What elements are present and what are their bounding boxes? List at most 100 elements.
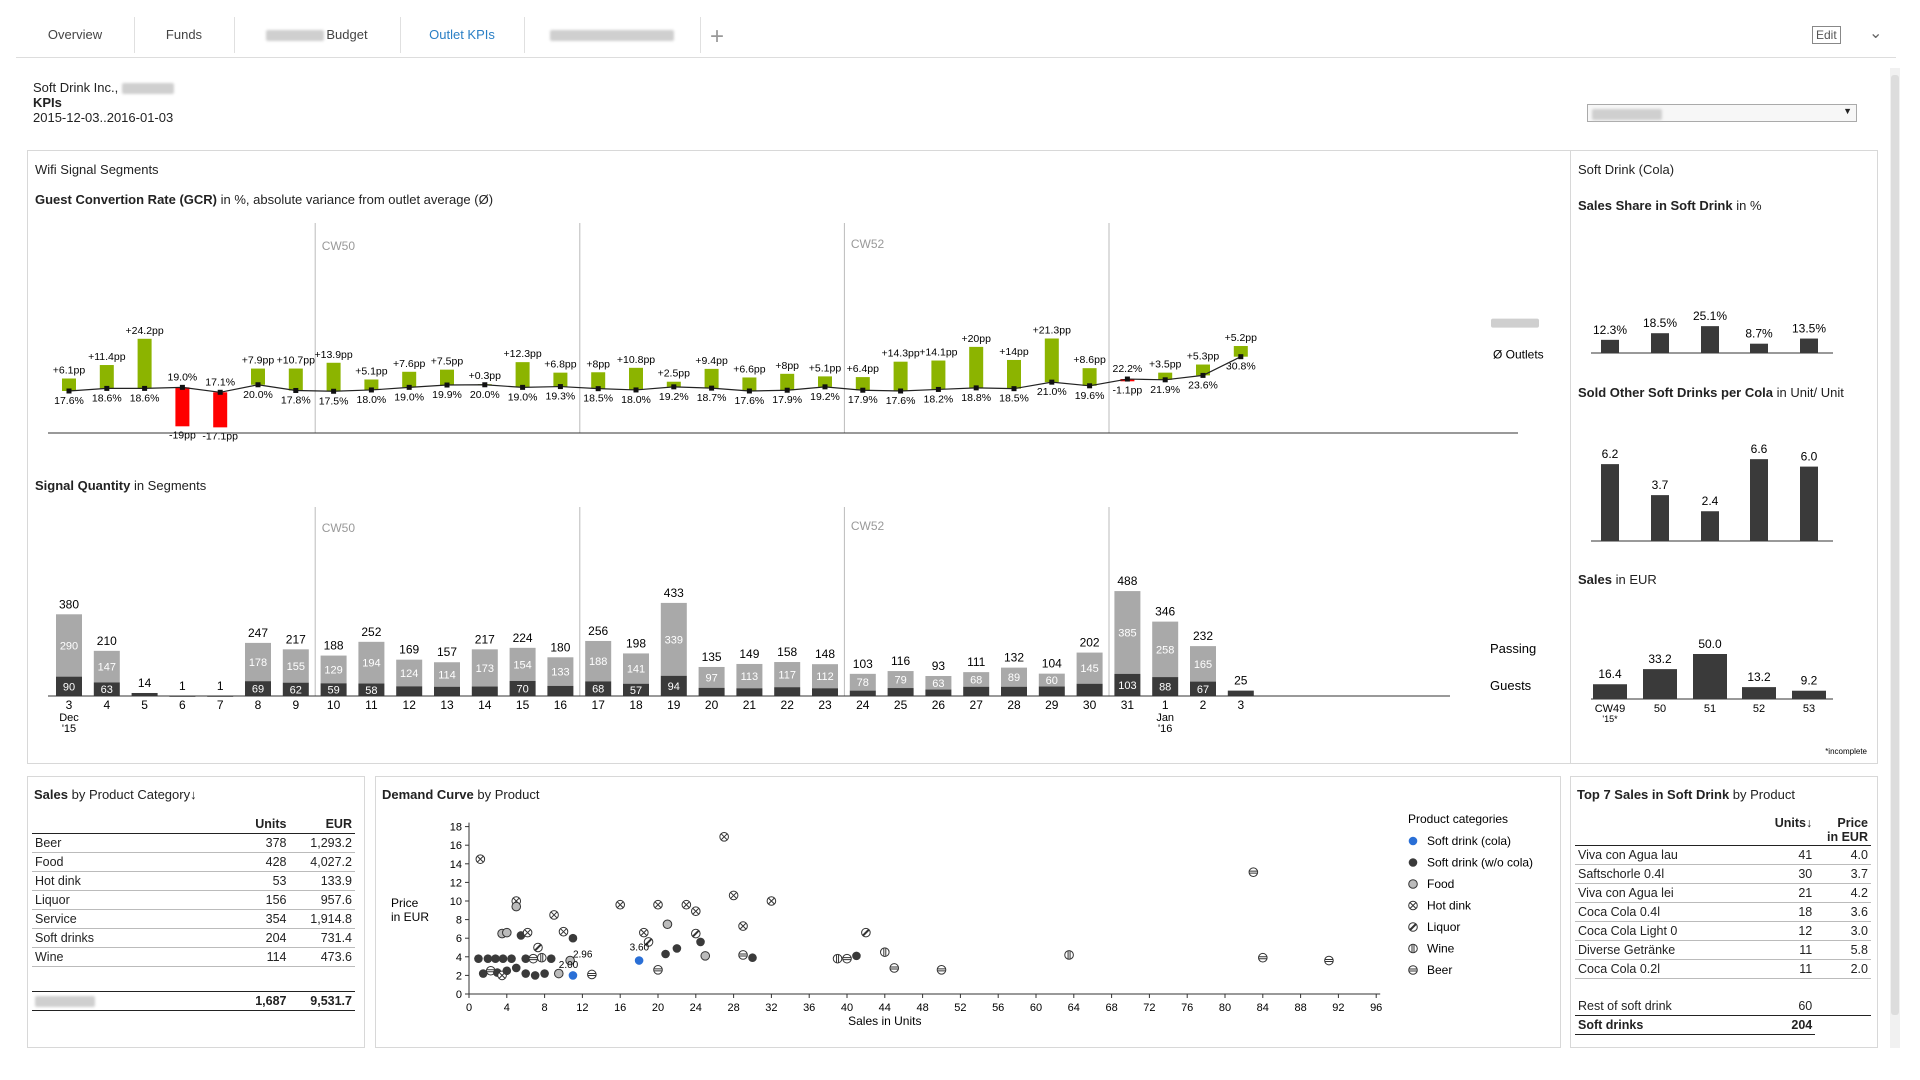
row-units: 428 — [234, 852, 290, 872]
demand-point — [587, 969, 597, 980]
guests-bar — [396, 686, 423, 696]
total-label: 135 — [702, 650, 722, 664]
date-range: 2015-12-03..2016-01-03 — [33, 110, 174, 125]
demand-point — [748, 953, 757, 963]
demand-point — [842, 953, 852, 964]
share-label: 8.7% — [1745, 327, 1773, 341]
day-label: 9 — [292, 698, 299, 712]
add-tab-icon[interactable]: + — [710, 23, 725, 50]
y-axis-label: in EUR — [391, 910, 429, 924]
month-label: Dec — [59, 712, 79, 724]
cw49-note: '15* — [1602, 714, 1618, 724]
week-label: CW50 — [322, 521, 356, 535]
report-title: KPIs — [33, 95, 62, 110]
gcr-variance-label: +8pp — [775, 360, 799, 372]
outlet-select[interactable]: ▼ — [1587, 104, 1857, 122]
gcr-average-marker — [406, 384, 412, 390]
row-eur: 1,293.2 — [289, 833, 355, 853]
gcr-variance-label: +11.4pp — [88, 351, 126, 363]
chevron-down-icon[interactable]: ⌄ — [1869, 25, 1883, 42]
guests-label: 69 — [252, 684, 264, 696]
scroll-thumb[interactable] — [1891, 75, 1899, 1015]
gcr-average-marker — [368, 387, 374, 393]
passing-bar — [396, 659, 423, 687]
demand-point-glyph — [529, 957, 538, 961]
row-eur: 957.6 — [289, 890, 355, 910]
passing-label: 114 — [438, 670, 456, 682]
demand-point-glyph — [862, 928, 870, 937]
gcr-variance-bar — [288, 368, 303, 391]
other-bar — [1651, 495, 1669, 541]
gcr-average-label: 17.6% — [54, 395, 84, 407]
demand-point — [491, 954, 500, 963]
x-tick-label: 32 — [765, 1002, 777, 1014]
day-label: 13 — [440, 698, 454, 712]
passing-bar — [660, 602, 687, 676]
total-units: 1,687 — [234, 991, 290, 1011]
day-label: 31 — [1121, 698, 1135, 712]
table-row: Wine 114 473.6 — [32, 947, 355, 967]
gcr-variance-label: +14.1pp — [919, 347, 957, 359]
day-label: 7 — [217, 698, 224, 712]
passing-bar — [887, 671, 914, 689]
gcr-average-marker — [784, 387, 790, 393]
total-label: 232 — [1193, 629, 1213, 643]
gcr-variance-label: +7.6pp — [393, 358, 426, 370]
row-price: 4.2 — [1815, 883, 1871, 903]
passing-label: 112 — [816, 671, 834, 683]
demand-point-glyph — [730, 892, 737, 899]
demand-point-glyph — [476, 855, 484, 863]
total-label: 116 — [891, 654, 910, 668]
sales-bar — [1792, 690, 1826, 699]
guests-bar — [56, 676, 82, 696]
tab-budget[interactable]: Budget — [234, 17, 401, 53]
legend-marker — [1408, 943, 1418, 954]
guests-label: 58 — [365, 685, 377, 697]
gcr-average-marker — [1011, 386, 1017, 392]
share-bar — [1800, 338, 1818, 353]
demand-point — [738, 950, 748, 960]
tab-overview[interactable]: Overview — [16, 17, 135, 53]
row-name: Coca Cola 0.4l — [1575, 902, 1760, 922]
row-name: Viva con Agua lau — [1575, 845, 1760, 865]
header-units: Units↓ — [1759, 815, 1816, 846]
tab-outlet-kpis[interactable]: Outlet KPIs — [400, 17, 525, 53]
gcr-average-marker — [633, 387, 639, 393]
row-eur: 473.6 — [289, 947, 355, 967]
gcr-average-marker — [255, 382, 261, 388]
tab-funds[interactable]: Funds — [134, 17, 235, 53]
y-tick-label: 18 — [450, 822, 462, 834]
guests-label: 63 — [101, 684, 113, 696]
tab-blurred[interactable] — [524, 17, 701, 53]
demand-point — [511, 963, 521, 973]
day-label: 20 — [705, 698, 719, 712]
row-name: Coca Cola 0.2l — [1575, 959, 1760, 979]
table-row: Viva con Agua lei 21 4.2 — [1575, 883, 1871, 903]
gcr-average-label: 19.0% — [394, 391, 424, 403]
x-axis-label: Sales in Units — [848, 1014, 921, 1028]
gcr-variance-label: +7.9pp — [242, 355, 275, 367]
demand-point-glyph — [1324, 959, 1333, 963]
day-label: 8 — [255, 698, 262, 712]
demand-annotation: 2.00 — [559, 960, 579, 971]
row-name: Food — [32, 852, 235, 872]
x-tick-label: 64 — [1068, 1002, 1080, 1014]
gcr-average-label: 17.9% — [848, 394, 878, 406]
passing-bar — [1114, 591, 1141, 674]
edit-button[interactable]: Edit — [1812, 26, 1841, 44]
gcr-variance-label: +24.2pp — [125, 325, 163, 337]
demand-point-glyph — [1067, 950, 1071, 959]
day-label: 23 — [818, 698, 832, 712]
gcr-average-label: 17.9% — [772, 394, 802, 406]
guests-label: 94 — [668, 681, 680, 693]
row-name: Saftschorle 0.4l — [1575, 864, 1760, 884]
total-label: Soft drinks — [1575, 1015, 1760, 1035]
gcr-variance-label: +20pp — [961, 333, 991, 345]
day-label: 2 — [1200, 698, 1207, 712]
gcr-average-label: 18.5% — [999, 393, 1029, 405]
legend-marker — [1408, 858, 1418, 867]
passing-label: 113 — [741, 671, 759, 683]
passing-label: 385 — [1118, 627, 1136, 639]
row-eur: 133.9 — [289, 871, 355, 891]
share-label: 13.5% — [1792, 322, 1826, 336]
